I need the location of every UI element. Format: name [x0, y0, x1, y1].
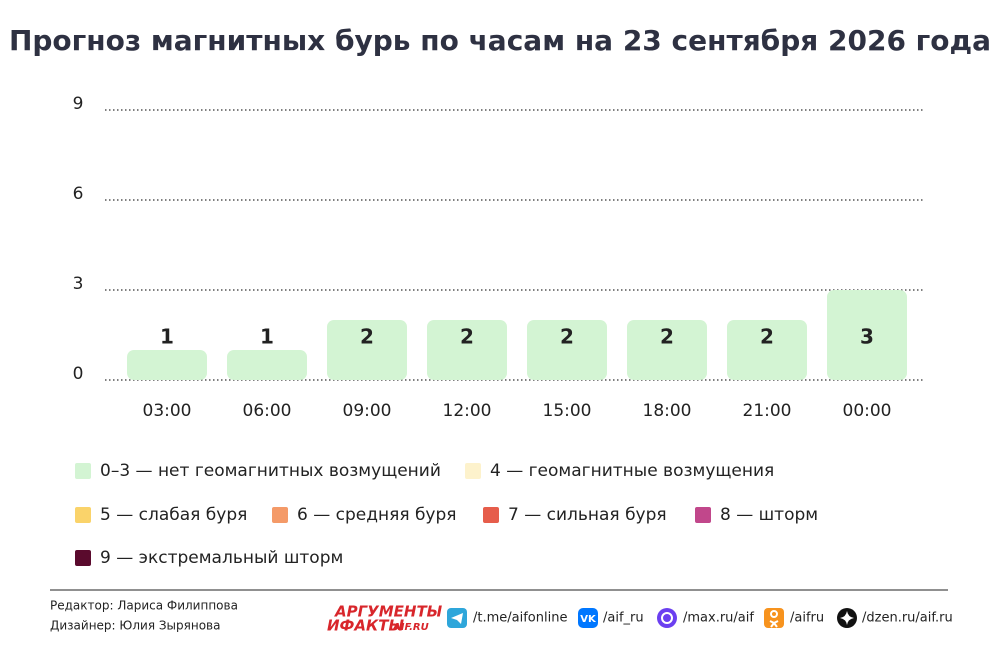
- value-label: 1: [260, 325, 274, 349]
- max-icon: [657, 608, 677, 628]
- legend-label: 5 — слабая буря: [100, 505, 247, 525]
- legend-swatch: [75, 550, 91, 566]
- x-tick-label: 18:00: [643, 401, 692, 421]
- telegram-glyph: [451, 613, 463, 624]
- designer: Дизайнер: Юлия Зырянова: [50, 619, 220, 633]
- bar: [227, 350, 307, 380]
- legend-swatch: [75, 507, 91, 523]
- x-tick-label: 00:00: [843, 401, 892, 421]
- link[interactable]: /aif_ru: [603, 611, 644, 626]
- legend-swatch: [465, 463, 481, 479]
- x-tick-label: 15:00: [543, 401, 592, 421]
- legend-label: 0–3 — нет геомагнитных возмущений: [100, 461, 441, 481]
- bar: [827, 290, 907, 380]
- vk-icon: [578, 608, 598, 628]
- legend-label: 7 — сильная буря: [508, 505, 667, 525]
- logo-bottom: ИФАКТЫ: [327, 617, 405, 635]
- link[interactable]: /t.me/aifonline: [473, 611, 567, 626]
- legend-label: 8 — шторм: [720, 505, 818, 525]
- ok-glyph: [769, 620, 779, 628]
- value-label: 2: [460, 325, 474, 349]
- legend-label: 4 — геомагнитные возмущения: [490, 461, 774, 481]
- logo: АРГУМЕНТЫ ИФАКТЫ AIF.RU: [327, 603, 443, 635]
- legend-swatch: [75, 463, 91, 479]
- link[interactable]: /max.ru/aif: [683, 611, 754, 626]
- value-label: 1: [160, 325, 174, 349]
- ok-glyph: [770, 610, 778, 618]
- legend-label: 9 — экстремальный шторм: [100, 548, 343, 568]
- value-label: 3: [860, 325, 874, 349]
- bar: [727, 320, 807, 380]
- link[interactable]: /dzen.ru/aif.ru: [862, 611, 953, 626]
- logo-top: АРГУМЕНТЫ: [334, 603, 443, 621]
- dzen-glyph: [840, 611, 854, 625]
- y-tick-label: 0: [73, 364, 84, 384]
- x-tick-label: 12:00: [443, 401, 492, 421]
- editor: Редактор: Лариса Филиппова: [50, 599, 238, 613]
- x-tick-label: 21:00: [743, 401, 792, 421]
- legend-label: 6 — средняя буря: [297, 505, 457, 525]
- y-tick-label: 3: [73, 274, 84, 294]
- x-tick-label: 06:00: [243, 401, 292, 421]
- bar: [527, 320, 607, 380]
- y-tick-label: 9: [73, 94, 84, 114]
- value-label: 2: [760, 325, 774, 349]
- legend-swatch: [483, 507, 499, 523]
- link[interactable]: /aifru: [790, 611, 824, 626]
- bar: [327, 320, 407, 380]
- bar: [127, 350, 207, 380]
- x-tick-label: 09:00: [343, 401, 392, 421]
- value-label: 2: [560, 325, 574, 349]
- value-label: 2: [660, 325, 674, 349]
- x-tick-label: 03:00: [143, 401, 192, 421]
- legend-swatch: [272, 507, 288, 523]
- y-tick-label: 6: [73, 184, 84, 204]
- legend-swatch: [695, 507, 711, 523]
- max-glyph: [661, 612, 673, 624]
- logo-site: AIF.RU: [392, 622, 429, 633]
- vk-glyph: VK: [580, 614, 597, 625]
- value-label: 2: [360, 325, 374, 349]
- bar: [427, 320, 507, 380]
- bar: [627, 320, 707, 380]
- chart-title: Прогноз магнитных бурь по часам на 23 се…: [9, 24, 991, 57]
